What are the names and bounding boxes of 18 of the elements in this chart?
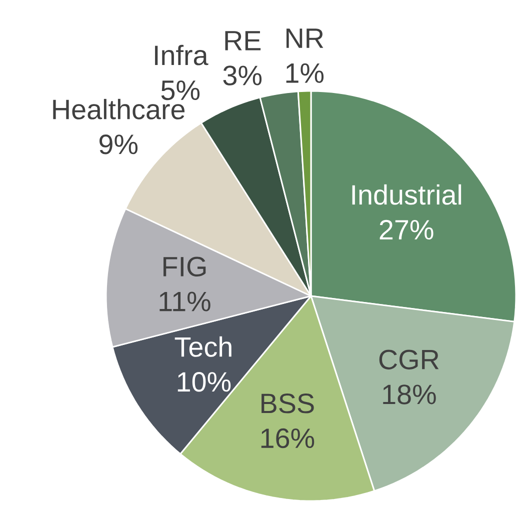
data-label: 18% [383, 384, 436, 404]
data-label: 3% [223, 66, 262, 86]
data-label: 16% [261, 428, 314, 448]
data-label: 27% [380, 220, 434, 240]
data-label: 1% [286, 63, 324, 83]
data-label: 11% [160, 292, 210, 312]
slice-label: Industrial [352, 184, 462, 205]
data-label: 5% [161, 80, 200, 100]
data-label: 9% [100, 134, 138, 154]
slice-label: RE [225, 31, 261, 50]
slice-label: Infra [155, 44, 208, 66]
slice-label: FIG [164, 256, 206, 277]
slice-label: BSS [262, 394, 314, 414]
slice-label: Healthcare [53, 98, 185, 120]
slice-label: Tech [174, 336, 232, 357]
slice-label: CGR [379, 350, 439, 370]
slice-label: NR [286, 28, 324, 48]
data-label: 10% [178, 372, 231, 392]
